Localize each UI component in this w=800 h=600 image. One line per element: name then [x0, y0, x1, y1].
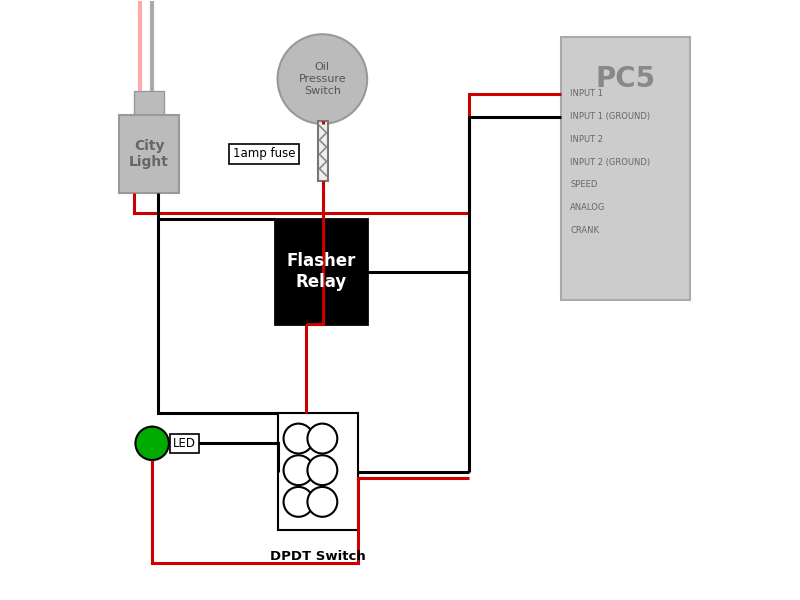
Text: Flasher
Relay: Flasher Relay: [286, 252, 355, 291]
Circle shape: [278, 34, 367, 124]
Text: PC5: PC5: [595, 65, 655, 93]
Circle shape: [307, 455, 338, 485]
Circle shape: [307, 487, 338, 517]
Text: INPUT 1: INPUT 1: [570, 89, 603, 98]
Text: Oil
Pressure
Switch: Oil Pressure Switch: [298, 62, 346, 95]
Circle shape: [283, 455, 314, 485]
Text: LED: LED: [173, 437, 196, 450]
Text: INPUT 1 (GROUND): INPUT 1 (GROUND): [570, 112, 650, 121]
FancyBboxPatch shape: [119, 115, 179, 193]
Text: SPEED: SPEED: [570, 180, 598, 189]
Circle shape: [283, 424, 314, 454]
FancyBboxPatch shape: [134, 91, 164, 115]
FancyBboxPatch shape: [278, 413, 358, 530]
FancyBboxPatch shape: [562, 37, 690, 300]
Text: INPUT 2: INPUT 2: [570, 135, 603, 144]
Text: DPDT Switch: DPDT Switch: [270, 550, 366, 563]
FancyBboxPatch shape: [318, 121, 328, 181]
Text: ANALOG: ANALOG: [570, 203, 606, 212]
Circle shape: [307, 424, 338, 454]
Text: City
Light: City Light: [130, 139, 169, 169]
Text: INPUT 2 (GROUND): INPUT 2 (GROUND): [570, 158, 650, 167]
Text: CRANK: CRANK: [570, 226, 599, 235]
Circle shape: [135, 427, 169, 460]
Text: 1amp fuse: 1amp fuse: [233, 147, 295, 160]
FancyBboxPatch shape: [274, 220, 367, 324]
Circle shape: [283, 487, 314, 517]
